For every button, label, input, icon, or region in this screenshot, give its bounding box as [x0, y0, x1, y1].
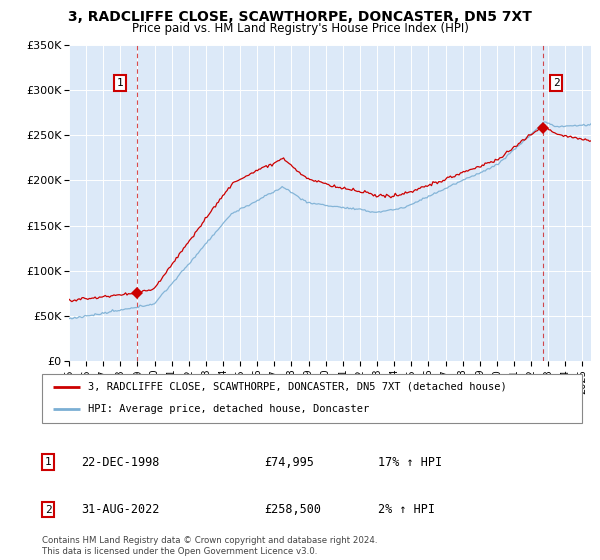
Text: Price paid vs. HM Land Registry's House Price Index (HPI): Price paid vs. HM Land Registry's House … [131, 22, 469, 35]
Text: 2% ↑ HPI: 2% ↑ HPI [378, 503, 435, 516]
Text: 31-AUG-2022: 31-AUG-2022 [81, 503, 160, 516]
Text: 2: 2 [553, 78, 560, 88]
Text: 1: 1 [116, 78, 123, 88]
Text: 2: 2 [44, 505, 52, 515]
Text: £74,995: £74,995 [264, 455, 314, 469]
Text: 3, RADCLIFFE CLOSE, SCAWTHORPE, DONCASTER, DN5 7XT: 3, RADCLIFFE CLOSE, SCAWTHORPE, DONCASTE… [68, 10, 532, 24]
FancyBboxPatch shape [42, 374, 582, 423]
Text: Contains HM Land Registry data © Crown copyright and database right 2024.
This d: Contains HM Land Registry data © Crown c… [42, 536, 377, 556]
Text: 17% ↑ HPI: 17% ↑ HPI [378, 455, 442, 469]
Text: 1: 1 [44, 457, 52, 467]
Text: £258,500: £258,500 [264, 503, 321, 516]
Text: 22-DEC-1998: 22-DEC-1998 [81, 455, 160, 469]
Text: 3, RADCLIFFE CLOSE, SCAWTHORPE, DONCASTER, DN5 7XT (detached house): 3, RADCLIFFE CLOSE, SCAWTHORPE, DONCASTE… [88, 382, 506, 392]
Text: HPI: Average price, detached house, Doncaster: HPI: Average price, detached house, Donc… [88, 404, 369, 414]
